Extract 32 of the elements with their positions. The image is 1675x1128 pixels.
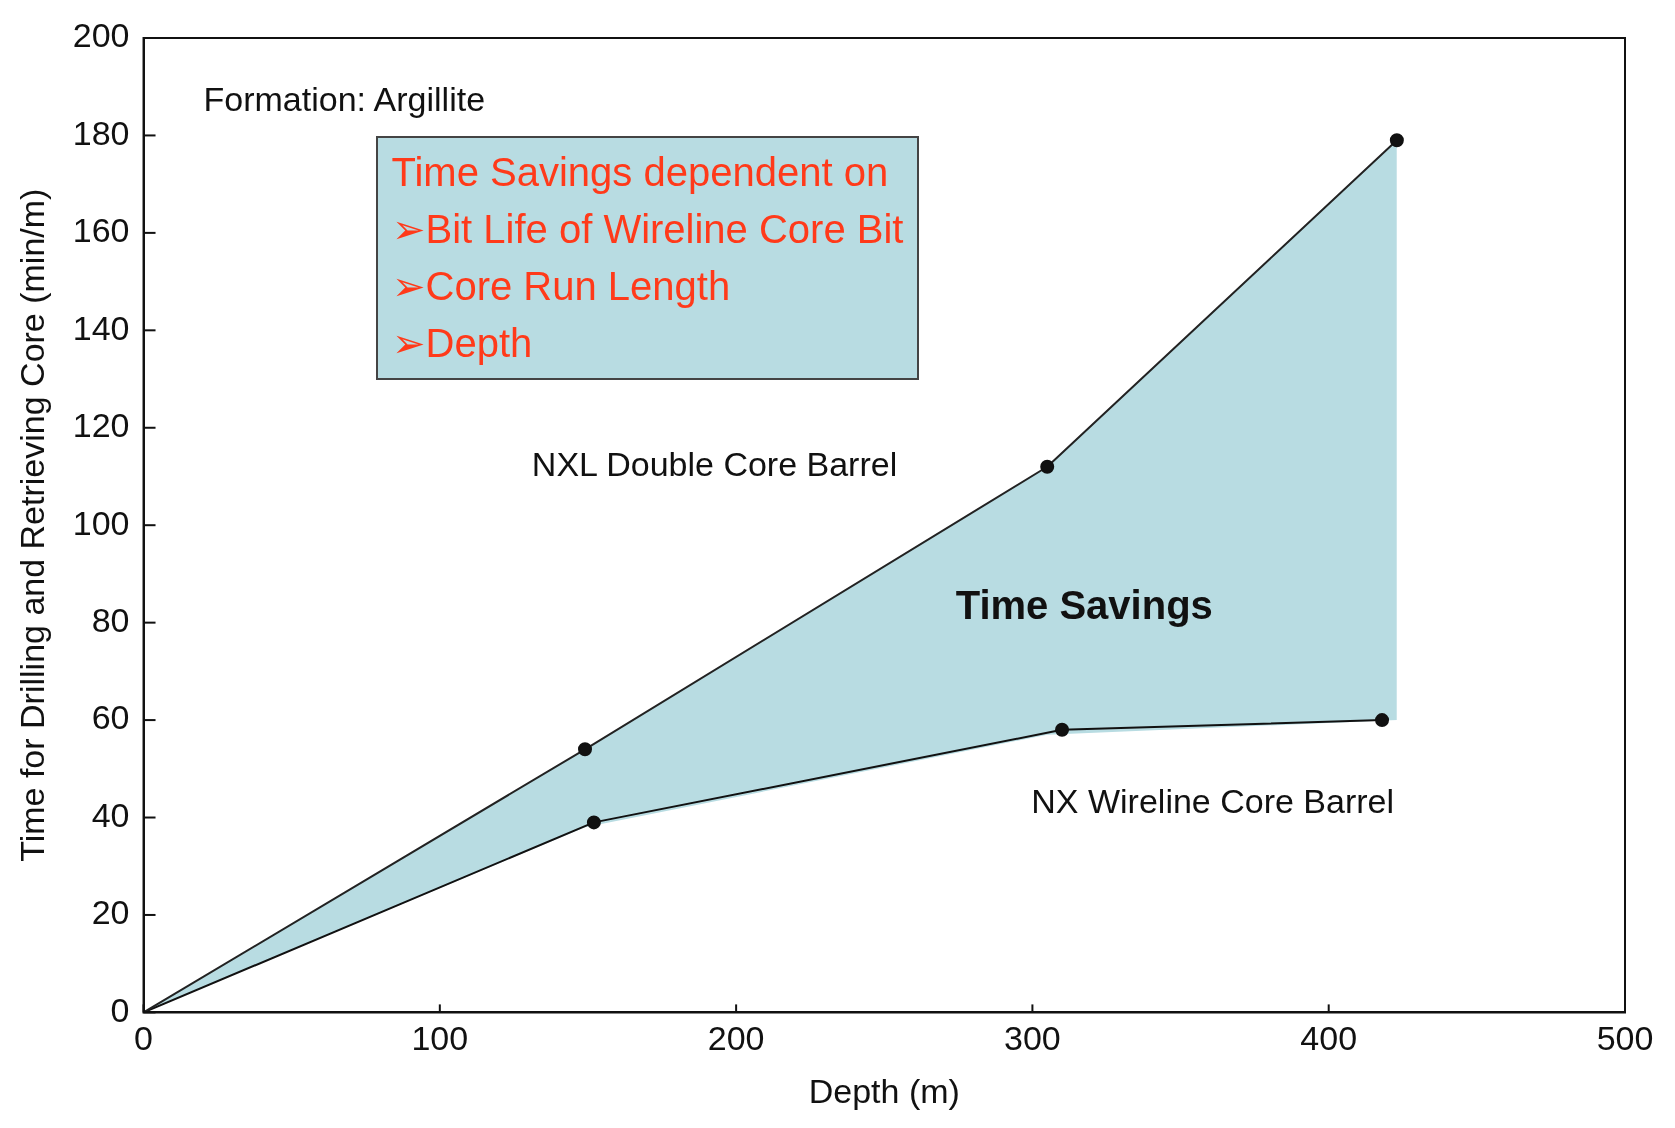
x-tick-label: 300 xyxy=(1004,1019,1061,1058)
annotation: ➢Bit Life of Wireline Core Bit xyxy=(391,206,904,253)
point xyxy=(1040,459,1055,474)
x-tick-label: 100 xyxy=(411,1019,469,1058)
annotation: ➢Depth xyxy=(391,320,534,367)
point xyxy=(578,742,593,757)
point xyxy=(586,815,601,830)
series-label: NXL Double Core Barrel xyxy=(531,445,898,484)
y-tick-label: 20 xyxy=(91,893,130,932)
y-tick-label: 200 xyxy=(72,16,130,55)
y-tick-label: 180 xyxy=(72,113,130,152)
y-tick-label: 60 xyxy=(91,698,130,737)
point xyxy=(1389,133,1404,148)
y-tick-label: 40 xyxy=(91,795,130,834)
annotation: Formation: Argillite xyxy=(203,80,486,119)
y-tick-label: 140 xyxy=(72,308,130,347)
y-tick-label: 80 xyxy=(91,601,130,640)
x-tick-label: 500 xyxy=(1596,1019,1654,1058)
annotation: ➢Core Run Length xyxy=(391,263,732,310)
y-tick-label: 160 xyxy=(72,211,130,250)
point xyxy=(1055,722,1070,737)
y-tick-label: 120 xyxy=(72,406,130,445)
x-tick-label: 400 xyxy=(1300,1019,1358,1058)
annotation: Time Savings xyxy=(955,583,1213,628)
x-axis-title: Depth (m) xyxy=(808,1071,960,1110)
point xyxy=(1375,713,1390,728)
y-tick-label: 0 xyxy=(110,990,130,1029)
x-tick-label: 200 xyxy=(707,1019,765,1058)
annotation: Time Savings dependent on xyxy=(391,149,890,196)
series-label: NX Wireline Core Barrel xyxy=(1031,782,1395,821)
y-axis-title: Time for Drilling and Retrieving Core (min/m) xyxy=(12,188,51,862)
y-tick-label: 100 xyxy=(72,503,130,542)
